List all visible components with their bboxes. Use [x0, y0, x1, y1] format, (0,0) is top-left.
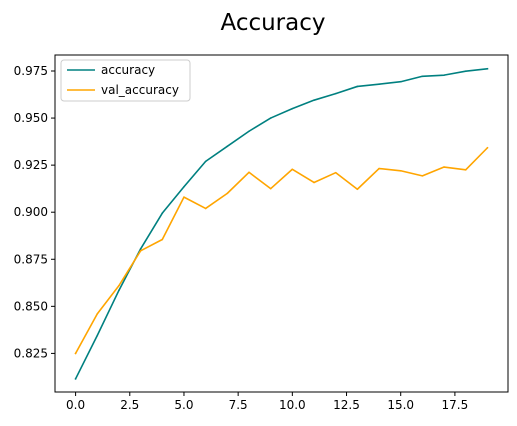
data-point-val-accuracy [161, 238, 164, 241]
data-point-accuracy [356, 85, 359, 88]
x-tick-label: 12.5 [333, 398, 360, 412]
data-point-val-accuracy [226, 192, 229, 195]
data-point-accuracy [313, 99, 315, 101]
data-point-accuracy [226, 145, 229, 148]
data-point-accuracy [399, 80, 402, 83]
axes-frame [54, 54, 509, 393]
series-line-accuracy [74, 67, 489, 380]
x-tick-label: 7.5 [229, 398, 248, 412]
data-point-val-accuracy [421, 175, 424, 177]
data-point-accuracy [139, 248, 142, 250]
data-point-val-accuracy [248, 171, 250, 174]
data-point-val-accuracy [356, 188, 359, 191]
data-point-val-accuracy [399, 169, 402, 172]
data-point-accuracy [183, 185, 185, 188]
legend-label-val-accuracy: val_accuracy [101, 83, 179, 97]
data-point-val-accuracy [204, 207, 207, 210]
data-point-accuracy [74, 378, 77, 380]
data-point-accuracy [464, 70, 467, 72]
data-point-accuracy [486, 67, 489, 70]
data-point-val-accuracy [486, 147, 489, 149]
x-tick-label: 0.0 [66, 398, 85, 412]
y-tick-label: 0.925 [14, 158, 48, 172]
x-tick-label: 5.0 [174, 398, 193, 412]
y-tick-label: 0.900 [14, 205, 48, 219]
data-point-val-accuracy [139, 249, 142, 252]
data-point-accuracy [204, 160, 207, 163]
y-tick-label: 0.975 [14, 64, 48, 78]
y-tick-label: 0.875 [14, 252, 48, 266]
x-tick-label: 10.0 [279, 398, 306, 412]
chart-title: Accuracy [220, 10, 325, 36]
data-point-val-accuracy [464, 169, 467, 171]
data-point-accuracy [96, 334, 99, 337]
series-lines [74, 67, 489, 380]
y-tick-label: 0.850 [14, 299, 48, 313]
data-point-accuracy [378, 83, 380, 85]
data-point-accuracy [269, 117, 272, 119]
data-point-accuracy [248, 130, 250, 133]
series-line-val-accuracy [74, 146, 489, 355]
x-tick-label: 17.5 [442, 398, 469, 412]
data-point-val-accuracy [378, 167, 380, 170]
x-tick-label: 2.5 [120, 398, 139, 412]
data-point-val-accuracy [183, 196, 185, 198]
x-axis: 0.0 2.5 5.0 7.5 10.0 12.5 15.0 17.5 [66, 392, 468, 412]
data-point-val-accuracy [313, 181, 315, 184]
data-point-accuracy [291, 107, 294, 110]
legend-label-accuracy: accuracy [101, 63, 155, 77]
data-point-val-accuracy [118, 284, 120, 287]
y-axis: 0.825 0.850 0.875 0.900 0.925 0.950 0.975 [14, 64, 55, 360]
data-point-val-accuracy [291, 168, 294, 171]
data-point-val-accuracy [269, 187, 272, 190]
data-point-val-accuracy [334, 171, 337, 174]
data-point-val-accuracy [443, 166, 445, 168]
data-point-val-accuracy [74, 352, 77, 355]
y-tick-label: 0.825 [14, 346, 48, 360]
legend: accuracy val_accuracy [60, 59, 191, 102]
x-tick-label: 15.0 [387, 398, 414, 412]
data-point-accuracy [334, 92, 337, 95]
data-point-accuracy [443, 74, 445, 76]
data-point-accuracy [118, 289, 120, 292]
data-point-val-accuracy [96, 313, 99, 315]
y-tick-label: 0.950 [14, 111, 48, 125]
data-point-accuracy [421, 75, 424, 78]
data-point-accuracy [161, 212, 164, 214]
